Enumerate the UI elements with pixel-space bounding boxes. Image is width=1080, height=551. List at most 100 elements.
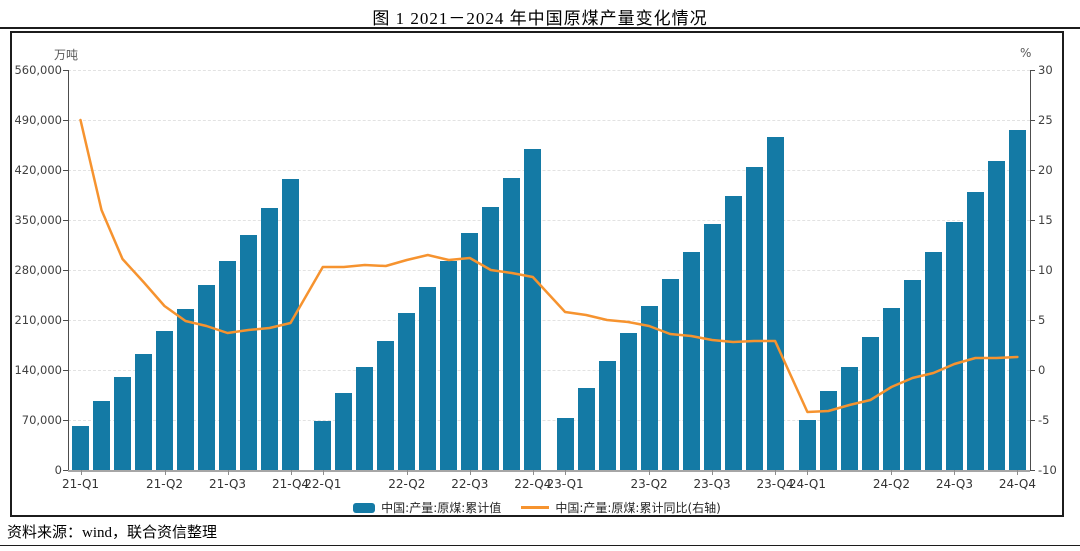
right-axis-tick — [1030, 420, 1035, 421]
x-axis-tick — [532, 470, 534, 475]
bar — [556, 417, 574, 470]
bar — [503, 177, 521, 470]
x-axis-tick — [406, 470, 408, 475]
x-axis-tick-label: 22-Q1 — [304, 477, 342, 491]
y-gridline — [68, 220, 1030, 221]
x-axis-tick — [469, 470, 471, 475]
bar — [945, 221, 963, 470]
bar — [335, 392, 353, 470]
bar — [966, 192, 984, 470]
y-axis-tick-label: 420,000 — [14, 163, 62, 177]
right-axis-line — [1030, 70, 1031, 470]
bar — [398, 313, 416, 470]
x-axis-tick-label: 23-Q1 — [546, 477, 584, 491]
right-axis-tick-label: 20 — [1038, 163, 1053, 177]
right-axis-unit: % — [1020, 46, 1032, 60]
title-rule — [0, 27, 1080, 29]
legend-line-swatch — [521, 506, 550, 509]
x-axis-tick-label: 23-Q2 — [630, 477, 668, 491]
bar — [703, 224, 721, 470]
y-axis-tick-label: 210,000 — [14, 313, 62, 327]
bar — [156, 330, 173, 470]
right-axis-tick — [1030, 120, 1035, 121]
bar — [798, 419, 816, 470]
right-axis-tick-label: -5 — [1038, 413, 1050, 427]
y-axis-tick — [63, 320, 68, 321]
bar — [240, 234, 257, 470]
x-axis-tick-label: 23-Q3 — [693, 477, 731, 491]
x-axis-tick-label: 24-Q3 — [935, 477, 973, 491]
bar — [661, 278, 679, 470]
right-axis-tick-label: -10 — [1038, 463, 1057, 477]
x-axis-tick — [322, 470, 324, 475]
bar — [924, 252, 942, 470]
bar — [377, 340, 395, 470]
y-axis-tick-label: 490,000 — [14, 113, 62, 127]
x-axis-tick — [807, 470, 809, 475]
right-axis-tick — [1030, 220, 1035, 221]
y-gridline — [68, 270, 1030, 271]
legend-item-line: 中国:产量:原煤:累计同比(右轴) — [521, 499, 721, 516]
y-axis-tick — [63, 220, 68, 221]
y-axis-tick — [63, 470, 68, 471]
bar — [482, 206, 500, 470]
legend-bar-label: 中国:产量:原煤:累计值 — [381, 501, 502, 515]
bar — [440, 260, 458, 470]
right-axis-tick-label: 30 — [1038, 63, 1053, 77]
x-axis-tick-label: 21-Q2 — [145, 477, 184, 491]
legend-line-label: 中国:产量:原煤:累计同比(右轴) — [555, 501, 721, 515]
x-axis-tick-label: 24-Q4 — [998, 477, 1036, 491]
bar — [524, 148, 542, 470]
bar — [177, 308, 194, 470]
bottom-rule — [0, 545, 1080, 546]
bar — [135, 354, 152, 470]
bar — [72, 425, 89, 470]
bar — [419, 287, 437, 470]
right-axis-tick-label: 25 — [1038, 113, 1053, 127]
x-axis-tick — [290, 470, 292, 475]
x-axis-line — [68, 470, 1030, 472]
bar — [840, 366, 858, 470]
bar — [314, 420, 332, 470]
source-note: 资料来源：wind，联合资信整理 — [7, 525, 218, 541]
x-axis-tick — [164, 470, 166, 475]
bar — [640, 305, 658, 470]
bar — [114, 377, 131, 470]
bar — [882, 308, 900, 470]
y-axis-tick — [63, 170, 68, 171]
x-axis-tick — [565, 470, 567, 475]
bar — [903, 279, 921, 470]
bar — [861, 337, 879, 470]
bar — [356, 366, 374, 470]
legend: 中国:产量:原煤:累计值 中国:产量:原煤:累计同比(右轴) — [12, 499, 1062, 516]
bar — [598, 360, 616, 470]
y-gridline — [68, 120, 1030, 121]
x-axis-tick-label: 21-Q4 — [271, 477, 310, 491]
y-gridline — [68, 170, 1030, 171]
bar — [724, 196, 742, 470]
legend-bar-swatch — [353, 502, 376, 513]
x-axis-tick — [227, 470, 229, 475]
bar — [619, 333, 637, 470]
x-axis-tick-label: 23-Q4 — [756, 477, 794, 491]
x-axis-tick-label: 22-Q3 — [451, 477, 489, 491]
bar — [282, 179, 299, 470]
x-axis-tick-label: 21-Q3 — [208, 477, 247, 491]
bar — [198, 284, 215, 470]
bar — [93, 400, 110, 470]
chart-frame: 万吨 % 0 70,000 140,000 210,000 280,000 350,000… — [10, 31, 1064, 517]
y-gridline — [68, 420, 1030, 421]
right-axis-tick — [1030, 320, 1035, 321]
right-axis-tick — [1030, 170, 1035, 171]
right-axis-tick — [1030, 370, 1035, 371]
bar — [745, 167, 763, 470]
y-axis-tick — [63, 370, 68, 371]
x-axis-tick — [954, 470, 956, 475]
right-axis-tick-label: 10 — [1038, 263, 1053, 277]
x-axis-tick-label: 24-Q1 — [788, 477, 826, 491]
y-axis-tick-label: 0 — [54, 463, 62, 477]
x-axis-tick — [1017, 470, 1019, 475]
x-axis-tick-label: 22-Q2 — [388, 477, 426, 491]
x-axis-tick-label: 24-Q2 — [872, 477, 910, 491]
